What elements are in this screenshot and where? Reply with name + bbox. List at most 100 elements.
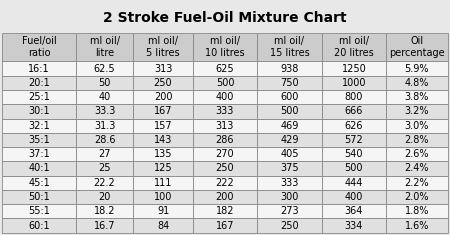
- Bar: [193, 118, 257, 133]
- Text: 500: 500: [280, 106, 299, 116]
- Text: 16.7: 16.7: [94, 220, 115, 231]
- Bar: [257, 133, 322, 147]
- Bar: [2, 104, 76, 118]
- Text: 333: 333: [280, 178, 299, 188]
- Text: 273: 273: [280, 206, 299, 216]
- Text: 25:1: 25:1: [28, 92, 50, 102]
- Bar: [193, 190, 257, 204]
- Bar: [76, 190, 133, 204]
- Bar: [76, 147, 133, 161]
- Text: 250: 250: [154, 78, 172, 88]
- Bar: [386, 176, 448, 190]
- Bar: [386, 76, 448, 90]
- Text: 400: 400: [216, 92, 234, 102]
- Text: 364: 364: [345, 206, 363, 216]
- Text: 1000: 1000: [342, 78, 366, 88]
- Text: Oil
percentage: Oil percentage: [389, 36, 445, 58]
- Bar: [386, 204, 448, 218]
- Text: 2.4%: 2.4%: [405, 164, 429, 173]
- Bar: [322, 176, 386, 190]
- Text: 25: 25: [98, 164, 111, 173]
- Text: 222: 222: [216, 178, 234, 188]
- Bar: [322, 190, 386, 204]
- Bar: [133, 90, 193, 104]
- Bar: [322, 33, 386, 61]
- Text: 334: 334: [345, 220, 363, 231]
- Text: 1.8%: 1.8%: [405, 206, 429, 216]
- Bar: [322, 218, 386, 233]
- Text: 2.0%: 2.0%: [405, 192, 429, 202]
- Bar: [76, 61, 133, 76]
- Text: 31.3: 31.3: [94, 121, 115, 131]
- Text: 27: 27: [98, 149, 111, 159]
- Text: 111: 111: [154, 178, 172, 188]
- Bar: [2, 161, 76, 176]
- Text: 626: 626: [345, 121, 363, 131]
- Bar: [322, 204, 386, 218]
- Text: 40: 40: [99, 92, 111, 102]
- Text: ml oil/
10 litres: ml oil/ 10 litres: [205, 36, 245, 58]
- Bar: [2, 90, 76, 104]
- Text: 800: 800: [345, 92, 363, 102]
- Bar: [193, 133, 257, 147]
- Text: 157: 157: [154, 121, 172, 131]
- Text: 37:1: 37:1: [28, 149, 50, 159]
- Text: 28.6: 28.6: [94, 135, 115, 145]
- Text: 313: 313: [154, 64, 172, 74]
- Bar: [133, 190, 193, 204]
- Text: 32:1: 32:1: [28, 121, 50, 131]
- Bar: [386, 90, 448, 104]
- Bar: [2, 204, 76, 218]
- Text: 666: 666: [345, 106, 363, 116]
- Bar: [257, 76, 322, 90]
- Bar: [386, 218, 448, 233]
- Bar: [257, 176, 322, 190]
- Bar: [2, 176, 76, 190]
- Text: 2.6%: 2.6%: [405, 149, 429, 159]
- Bar: [133, 104, 193, 118]
- Text: 20:1: 20:1: [28, 78, 50, 88]
- Text: 20: 20: [99, 192, 111, 202]
- Bar: [2, 133, 76, 147]
- Text: 2.2%: 2.2%: [405, 178, 429, 188]
- Text: ml oil/
20 litres: ml oil/ 20 litres: [334, 36, 374, 58]
- Bar: [257, 147, 322, 161]
- Text: 200: 200: [154, 92, 172, 102]
- Text: 100: 100: [154, 192, 172, 202]
- Text: 400: 400: [345, 192, 363, 202]
- Bar: [322, 161, 386, 176]
- Bar: [76, 118, 133, 133]
- Text: 91: 91: [157, 206, 169, 216]
- Text: 3.2%: 3.2%: [405, 106, 429, 116]
- Bar: [257, 204, 322, 218]
- Bar: [322, 147, 386, 161]
- Text: 429: 429: [280, 135, 299, 145]
- Bar: [133, 176, 193, 190]
- Bar: [133, 133, 193, 147]
- Text: 55:1: 55:1: [28, 206, 50, 216]
- Text: 2.8%: 2.8%: [405, 135, 429, 145]
- Text: 938: 938: [280, 64, 299, 74]
- Text: 135: 135: [154, 149, 172, 159]
- Text: 4.8%: 4.8%: [405, 78, 429, 88]
- Bar: [193, 76, 257, 90]
- Bar: [257, 90, 322, 104]
- Bar: [193, 176, 257, 190]
- Bar: [257, 104, 322, 118]
- Bar: [257, 190, 322, 204]
- Text: 1250: 1250: [342, 64, 366, 74]
- Bar: [386, 33, 448, 61]
- Bar: [257, 61, 322, 76]
- Bar: [133, 204, 193, 218]
- Bar: [133, 161, 193, 176]
- Bar: [133, 218, 193, 233]
- Bar: [257, 33, 322, 61]
- Bar: [386, 161, 448, 176]
- Text: 60:1: 60:1: [28, 220, 50, 231]
- Bar: [322, 90, 386, 104]
- Text: 16:1: 16:1: [28, 64, 50, 74]
- Bar: [386, 104, 448, 118]
- Text: 2 Stroke Fuel-Oil Mixture Chart: 2 Stroke Fuel-Oil Mixture Chart: [103, 11, 347, 25]
- Text: 182: 182: [216, 206, 234, 216]
- Text: 167: 167: [154, 106, 172, 116]
